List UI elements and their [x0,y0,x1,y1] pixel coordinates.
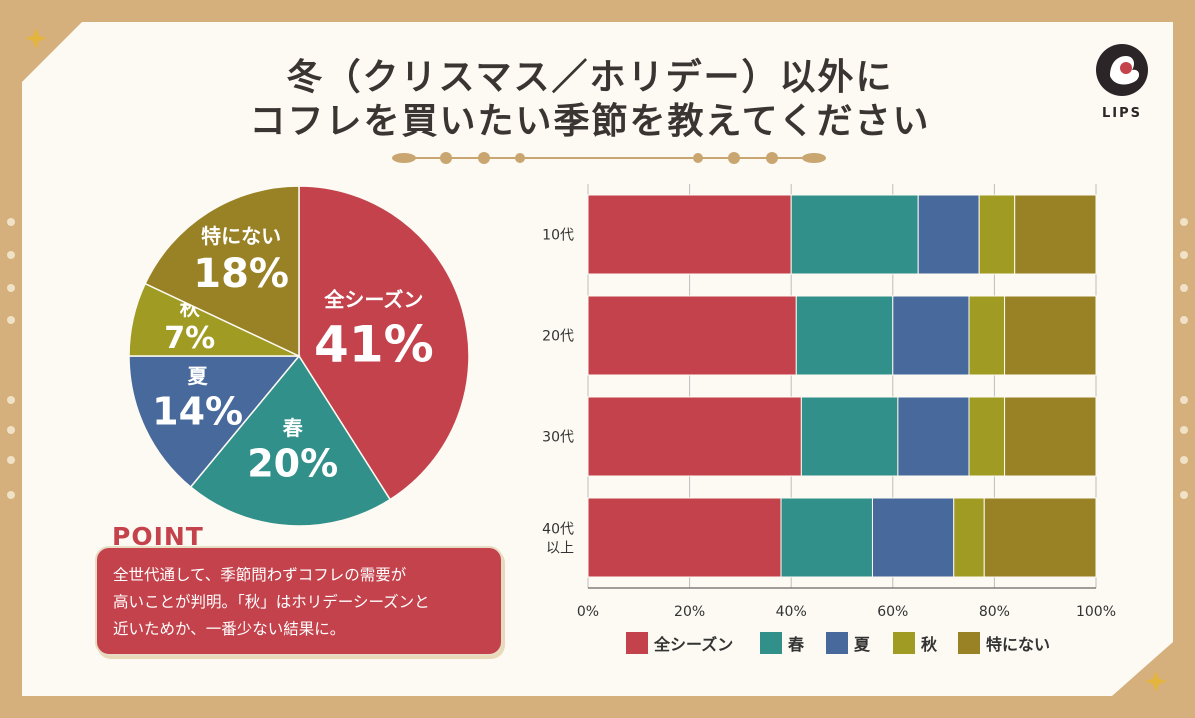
pie-category-label: 夏 [188,364,209,388]
bar-segment [587,194,792,275]
bar-segment [871,497,955,578]
bar-segment [1004,396,1097,477]
bar-segment [795,295,894,376]
bar-segment [892,295,970,376]
bar-segment [587,396,802,477]
legend-label: 春 [787,635,805,654]
bar-segment [897,396,970,477]
point-line-2: 高いことが判明。「秋」はホリデーシーズンと [113,593,430,611]
y-tick-label: 10代 [542,228,574,244]
pie-slice [128,355,301,489]
pie-category-label: 全シーズン [323,288,423,312]
bar-segment [800,396,899,477]
legend-swatch [893,632,915,654]
pie-category-label: 春 [282,416,304,440]
pie-slice [298,185,470,501]
x-tick-label: 0% [577,604,599,620]
y-tick-label: 20代 [542,329,574,345]
legend-swatch [760,632,782,654]
pie-category-label: 特にない [201,224,281,248]
title-line-1: 冬（クリスマス／ホリデー）以外に [286,57,894,98]
bar-segment [790,194,919,275]
bar-segment [587,497,782,578]
title-line-2: コフレを買いたい季節を教えてください [249,101,931,142]
x-tick-label: 60% [877,604,908,620]
bar-segment [1004,295,1097,376]
legend-swatch [626,632,648,654]
pie-value-label: 41% [314,316,434,374]
legend-swatch [826,632,848,654]
point-line-3: 近いためか、一番少ない結果に。 [113,620,346,638]
y-tick-label: 30代 [542,430,574,446]
pie-value-label: 18% [193,251,289,297]
bar-segment [968,295,1006,376]
legend-label: 秋 [921,635,938,654]
pie-slice [189,354,392,527]
bar-segment [968,396,1006,477]
x-tick-label: 100% [1076,604,1116,620]
bar-segment [587,295,797,376]
legend-label: 夏 [853,635,871,654]
bar-segment [983,497,1097,578]
point-line-1: 全世代通して、季節問わずコフレの需要が [113,566,407,584]
x-tick-label: 20% [674,604,705,620]
point-box: 全世代通して、季節問わずコフレの需要が 高いことが判明。「秋」はホリデーシーズン… [95,546,503,656]
bar-segment [917,194,980,275]
pie-value-label: 14% [152,390,243,434]
legend-label: 全シーズン [653,635,733,654]
bar-segment [953,497,985,578]
legend-swatch [958,632,980,654]
x-tick-label: 40% [776,604,807,620]
lips-brand-name: LIPS [1101,106,1142,121]
bar-segment [780,497,873,578]
bar-segment [1014,194,1097,275]
legend-label: 特にない [986,635,1050,654]
y-tick-label: 40代以上 [542,522,574,557]
pie-slice [144,185,300,358]
pie-value-label: 7% [164,321,215,356]
x-tick-label: 80% [979,604,1010,620]
lips-logo [1096,44,1148,96]
pie-value-label: 20% [247,442,338,486]
bar-segment [978,194,1016,275]
